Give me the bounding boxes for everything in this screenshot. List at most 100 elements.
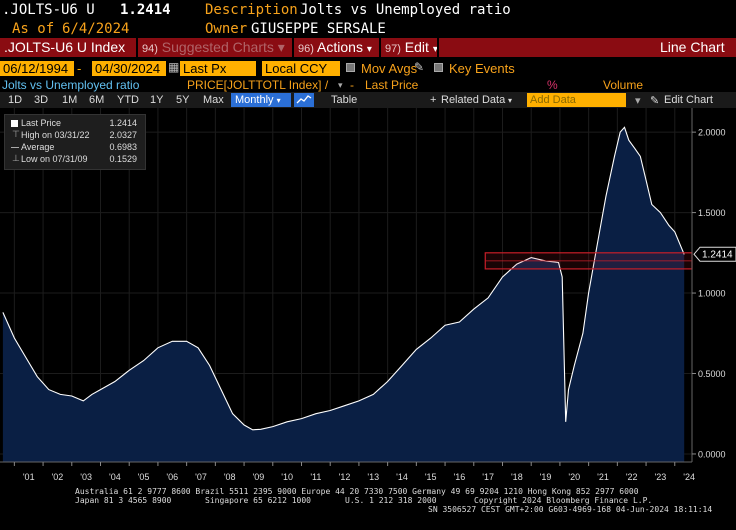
high-marker-icon: ⊤	[12, 129, 20, 139]
key-events-checkbox[interactable]	[434, 63, 443, 72]
edit-button[interactable]: 97) Edit ▾	[385, 38, 438, 57]
period-3d[interactable]: 3D	[34, 94, 49, 106]
legend-low-label: Low on 07/31/09	[21, 154, 88, 164]
x-tick-label: '06	[166, 472, 178, 482]
x-tick-label: '01	[23, 472, 35, 482]
pencil-icon[interactable]: ✎	[650, 95, 660, 107]
legend-high-value: 2.0327	[109, 130, 137, 140]
suggested-charts-num: 94)	[142, 43, 158, 55]
description-label: Description	[205, 2, 298, 18]
chevron-down-icon[interactable]: ▾	[338, 80, 343, 90]
timeframe-bar: 1D 3D 1M 6M YTD 1Y 5Y Max Monthly ▾ Tabl…	[0, 92, 736, 108]
period-1y[interactable]: 1Y	[150, 94, 164, 106]
frequency-label: Monthly	[235, 94, 274, 106]
period-5y[interactable]: 5Y	[176, 94, 190, 106]
period-6m[interactable]: 6M	[89, 94, 105, 106]
x-tick-label: '21	[597, 472, 609, 482]
mov-avgs-label[interactable]: Mov Avgs	[361, 61, 418, 76]
x-tick-label: '19	[540, 472, 552, 482]
series-formula: PRICE[JOLTTOTL Index] /	[187, 78, 329, 92]
last-price-col-label: Last Price	[365, 78, 419, 92]
security-header: .JOLTS-U6 U 1.2414 Description Jolts vs …	[0, 0, 736, 20]
x-tick-label: '07	[195, 472, 207, 482]
x-tick-label: '09	[253, 472, 265, 482]
actions-button[interactable]: 96) Actions ▾	[298, 38, 372, 57]
legend-last-label: Last Price	[21, 118, 62, 128]
edit-num: 97)	[385, 43, 401, 55]
legend-high-label: High on 03/31/22	[21, 130, 90, 140]
currency-select[interactable]: Local CCY	[262, 61, 340, 76]
y-axis-ticks: 0.0000 0.5000 1.0000 1.5000 2.0000	[692, 128, 726, 459]
plus-icon[interactable]: +	[430, 94, 437, 106]
x-tick-label: '03	[80, 472, 92, 482]
y-tick-label: 0.0000	[698, 449, 726, 459]
series-line	[2, 126, 685, 431]
legend-low-value: 0.1529	[109, 154, 137, 164]
chevron-down-icon[interactable]: ▾	[508, 96, 513, 105]
x-tick-label: '17	[482, 472, 494, 482]
chevron-down-icon: ▾	[276, 96, 281, 105]
footer-japan: Japan 81 3 4565 8900	[75, 496, 172, 505]
legend-avg-label: Average	[21, 142, 55, 152]
last-value-tag: 1.2414	[693, 246, 736, 262]
line-chart-label: Line Chart	[660, 39, 725, 55]
pencil-icon[interactable]: ✎	[414, 60, 425, 74]
footer-singapore: Singapore 65 6212 1000	[205, 496, 311, 505]
end-date-field[interactable]: 04/30/2024	[92, 61, 166, 76]
calendar-icon[interactable]: ▦	[168, 60, 180, 74]
x-tick-label: '20	[568, 472, 580, 482]
frequency-select[interactable]: Monthly ▾	[231, 93, 291, 107]
add-data-input[interactable]: Add Data	[527, 93, 626, 107]
legend-swatch	[11, 120, 18, 127]
legend-avg-value: 0.6983	[109, 142, 137, 152]
suggested-charts-button[interactable]: 94) Suggested Charts ▾	[142, 38, 285, 57]
x-axis-ticks: '01 '02 '03 '04 '05 '06 '07 '08 '09 '10 '11 '12 '13 '…	[13, 462, 695, 482]
x-tick-label: '24	[683, 472, 695, 482]
footer-copyright: Copyright 2024 Bloomberg Finance L.P.	[474, 496, 653, 505]
x-tick-label: '22	[626, 472, 638, 482]
chevron-down-icon[interactable]: ▾	[635, 95, 641, 107]
period-max[interactable]: Max	[203, 94, 224, 106]
chevron-down-icon: ▾	[277, 39, 285, 55]
x-tick-label: '08	[224, 472, 236, 482]
as-of-date: 6/4/2024	[62, 21, 130, 37]
edit-chart-button[interactable]: Edit Chart	[664, 94, 713, 106]
chevron-down-icon: ▾	[366, 44, 372, 55]
legend-avg-row: Average 0.6983	[11, 142, 139, 153]
series-area	[2, 127, 685, 463]
chart-legend[interactable]: Last Price 1.2414 ⊤ High on 03/31/22 2.0…	[4, 114, 146, 170]
x-tick-label: '04	[109, 472, 121, 482]
related-data-button[interactable]: Related Data	[441, 94, 506, 106]
legend-high-row: ⊤ High on 03/31/22 2.0327	[11, 129, 139, 141]
index-label[interactable]: .JOLTS-U6 U Index	[4, 39, 126, 55]
price-field-select[interactable]: Last Px	[180, 61, 256, 76]
owner-label: Owner	[205, 21, 248, 37]
chart-area[interactable]: '01 '02 '03 '04 '05 '06 '07 '08 '09 '10 '11 '12 '13 '…	[0, 108, 736, 486]
start-date-field[interactable]: 06/12/1994	[0, 61, 74, 76]
last-value-tag-text: 1.2414	[702, 250, 733, 261]
x-tick-label: '12	[339, 472, 351, 482]
line-chart-icon[interactable]	[294, 93, 314, 107]
function-toolbar: .JOLTS-U6 U Index 94) Suggested Charts ▾…	[0, 38, 736, 57]
actions-label: Actions	[317, 39, 363, 55]
description-text: Jolts vs Unemployed ratio	[300, 2, 511, 18]
average-marker-icon	[11, 147, 19, 148]
mov-avgs-checkbox[interactable]	[346, 63, 355, 72]
period-1d[interactable]: 1D	[8, 94, 23, 106]
footer-us: U.S. 1 212 318 2000	[345, 496, 437, 505]
key-events-label[interactable]: Key Events	[449, 61, 515, 76]
x-tick-label: '13	[367, 472, 379, 482]
table-button[interactable]: Table	[331, 94, 358, 106]
footer-session: SN 3506527 CEST GMT+2:00 G603-4969-168 0…	[428, 505, 713, 514]
y-tick-label: 1.0000	[698, 289, 726, 299]
period-1m[interactable]: 1M	[62, 94, 78, 106]
footer: Australia 61 2 9777 8600 Brazil 5511 239…	[0, 486, 736, 530]
y-tick-label: 2.0000	[698, 128, 726, 138]
edit-label: Edit	[404, 39, 429, 55]
x-tick-label: '02	[52, 472, 64, 482]
pct-col-label: %	[547, 78, 558, 92]
period-ytd[interactable]: YTD	[117, 94, 139, 106]
actions-num: 96)	[298, 43, 314, 55]
x-tick-label: '23	[655, 472, 667, 482]
x-tick-label: '14	[396, 472, 408, 482]
